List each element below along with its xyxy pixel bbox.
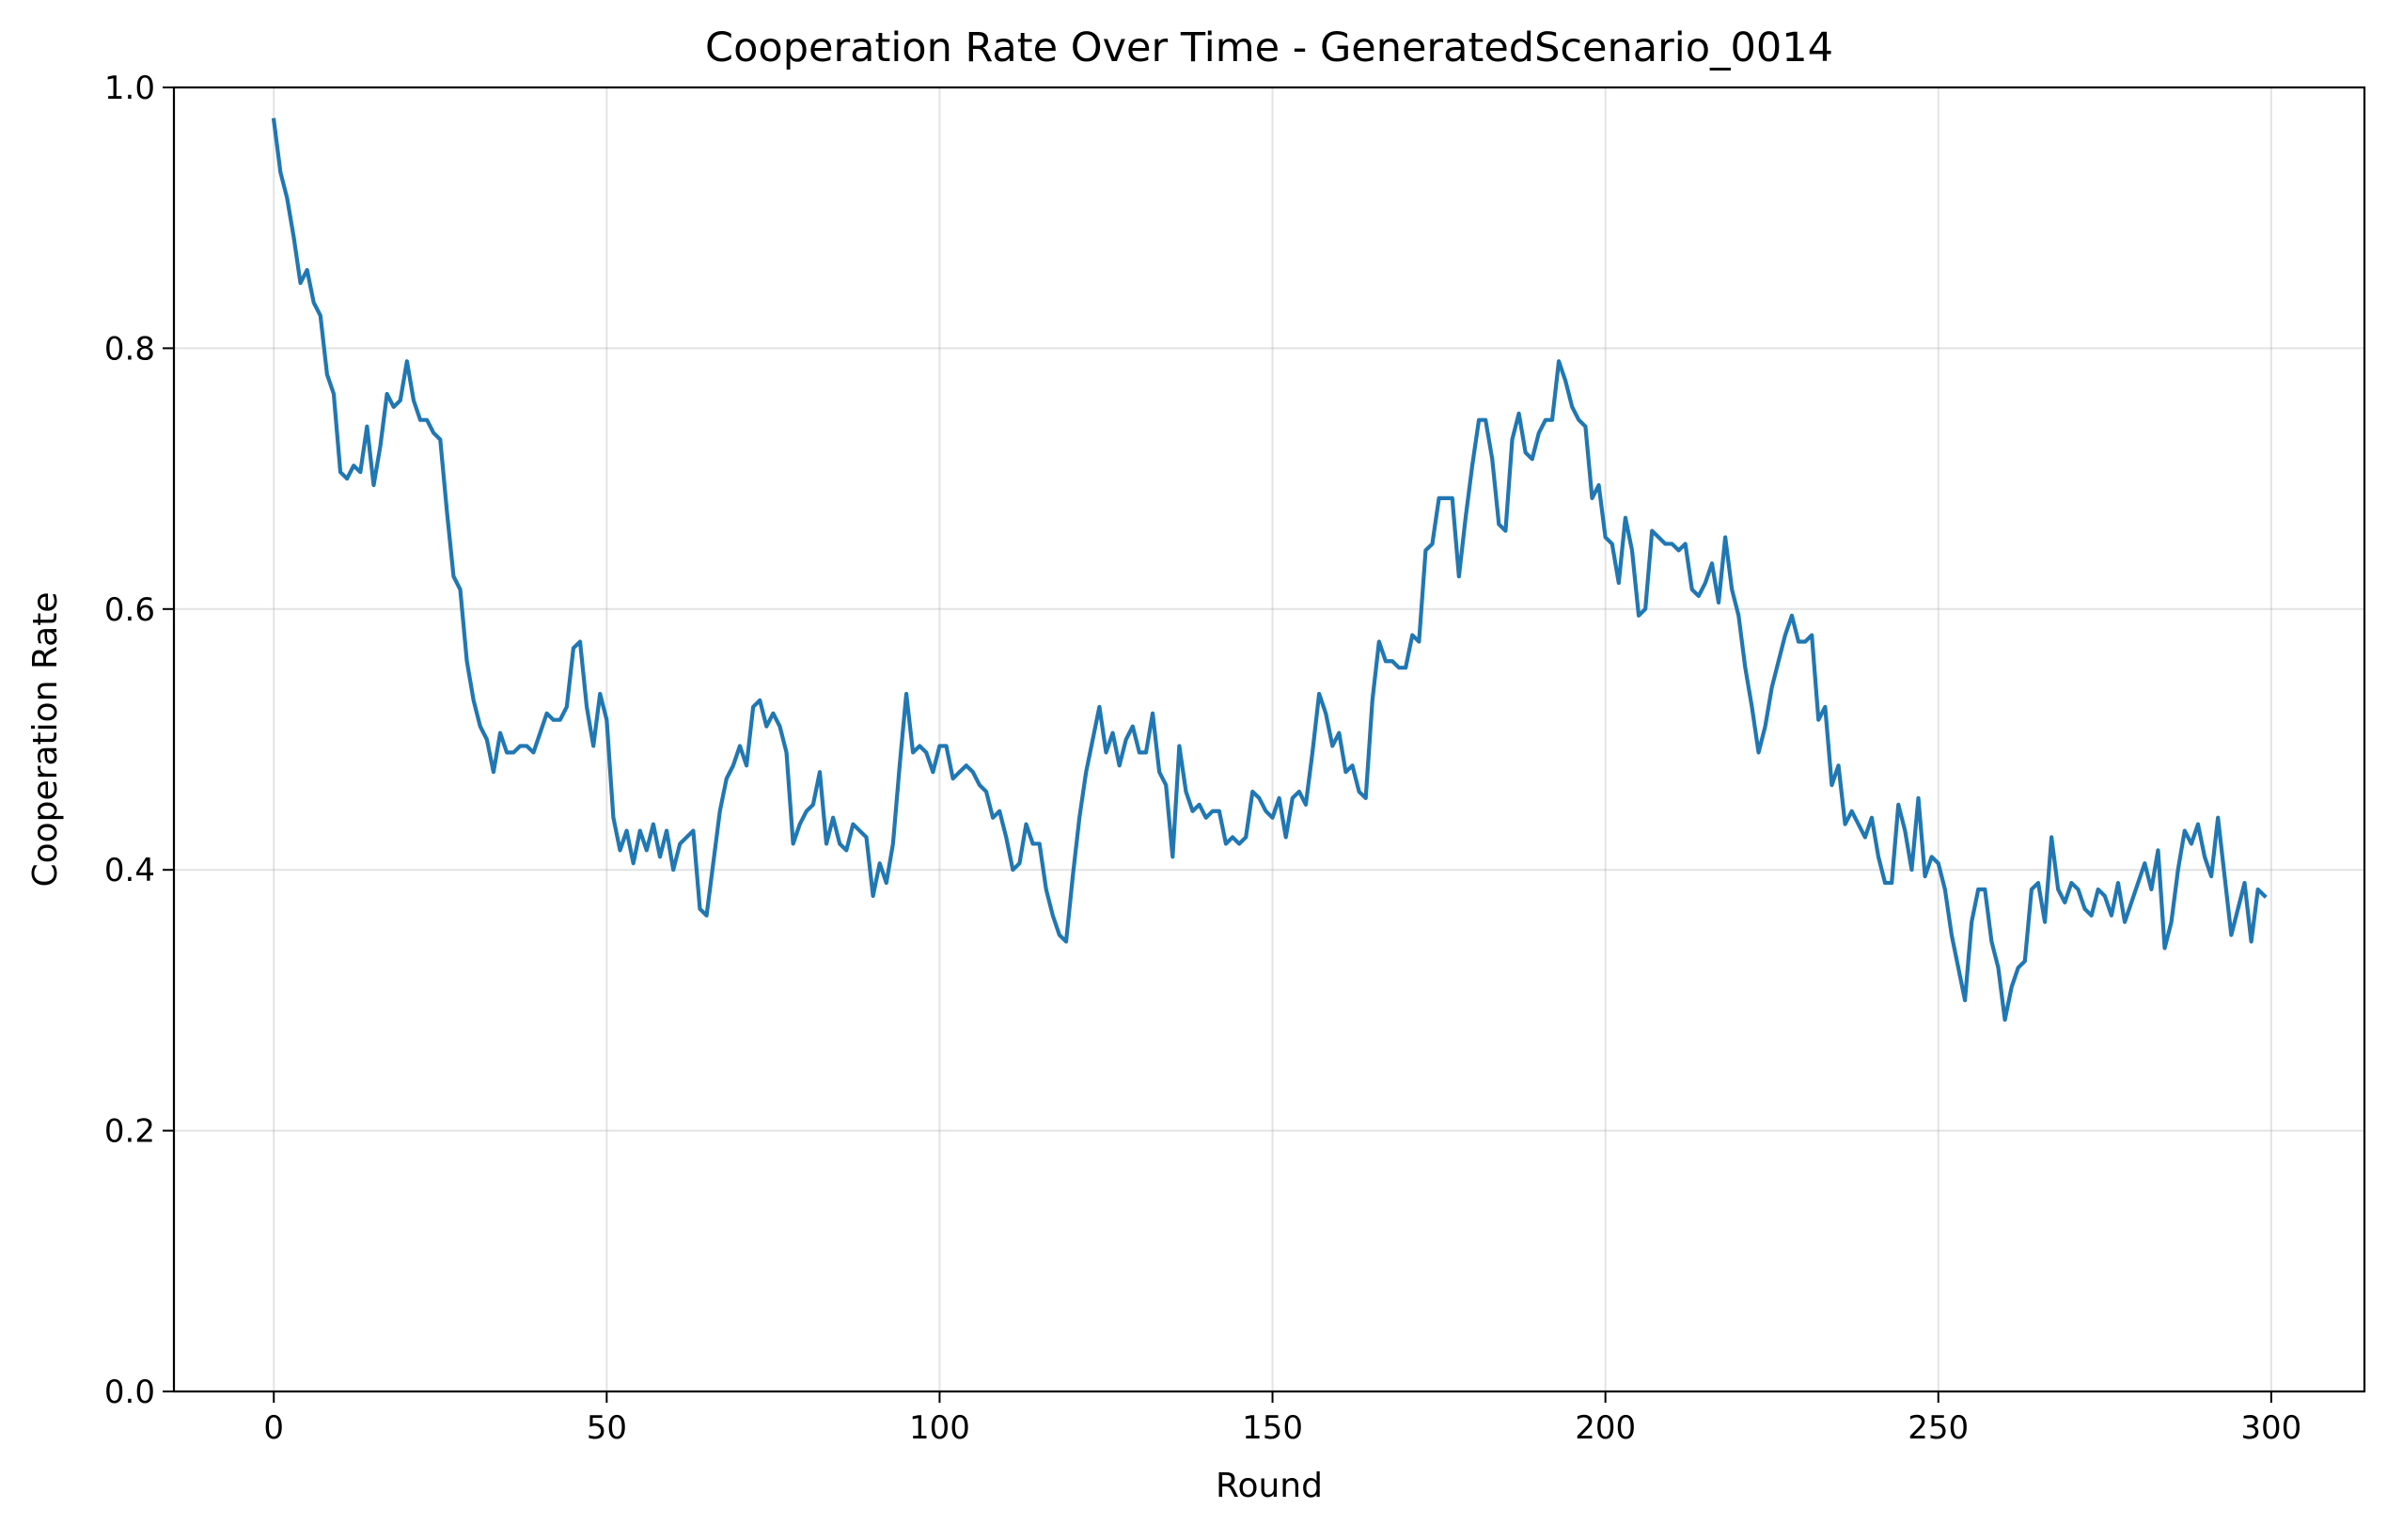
series-line xyxy=(271,118,2268,1022)
x-tick-label: 50 xyxy=(587,1409,627,1447)
y-tick-label: 1.0 xyxy=(104,70,155,107)
y-tick-label: 0.0 xyxy=(104,1374,155,1411)
y-tick-label: 0.4 xyxy=(104,852,155,889)
data-series xyxy=(271,118,2268,1022)
chart-title: Cooperation Rate Over Time - GeneratedSc… xyxy=(705,24,1833,71)
x-tick-label: 200 xyxy=(1575,1409,1636,1447)
axis-ticks: 0 50 100 150 200 250 300 0.0 0.2 0.4 0.6 0.8 1.0 xyxy=(104,70,2301,1447)
x-tick-label: 0 xyxy=(263,1409,284,1447)
axes-frame xyxy=(172,86,2366,1393)
y-tick-label: 0.2 xyxy=(104,1113,155,1151)
y-axis-label: Cooperation Rate xyxy=(26,592,65,888)
x-axis-label: Round xyxy=(1216,1467,1323,1505)
x-tick-label: 250 xyxy=(1908,1409,1969,1447)
x-tick-label: 150 xyxy=(1242,1409,1303,1447)
x-tick-label: 300 xyxy=(2240,1409,2301,1447)
y-tick-label: 0.8 xyxy=(104,330,155,368)
y-tick-label: 0.6 xyxy=(104,591,155,629)
x-tick-label: 100 xyxy=(909,1409,970,1447)
